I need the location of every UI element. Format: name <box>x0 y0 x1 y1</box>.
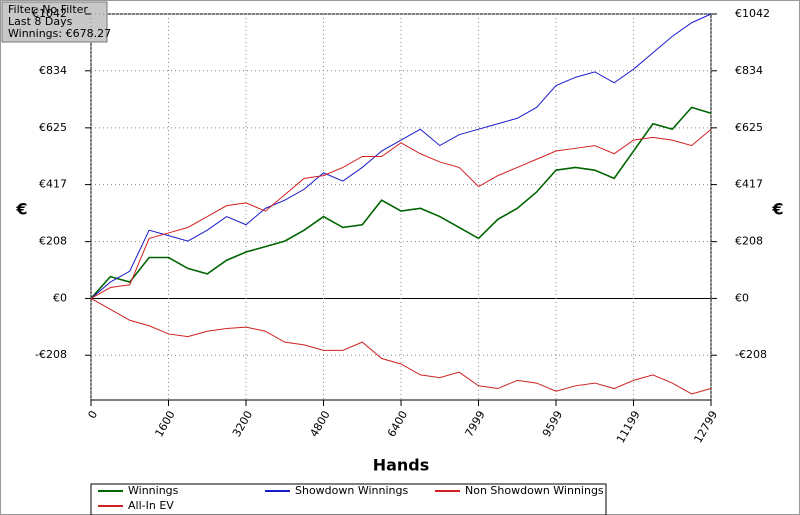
info-line: Filter: No Filter <box>8 3 88 16</box>
y-tick-label: €1042 <box>32 7 67 20</box>
y2-tick-label: €0 <box>735 291 749 304</box>
y-tick-label: €208 <box>39 235 67 248</box>
legend-label: Non Showdown Winnings <box>465 484 604 497</box>
series-line <box>90 13 712 299</box>
y-tick-label: €834 <box>39 64 67 77</box>
y2-axis-label: € <box>771 200 783 219</box>
series-line <box>90 106 712 299</box>
info-box <box>1 1 108 43</box>
info-line: Winnings: €678.27 <box>8 27 111 40</box>
y2-tick-label: €208 <box>735 235 763 248</box>
series-line <box>90 298 712 395</box>
legend-box <box>90 483 607 515</box>
y2-tick-label: €834 <box>735 64 763 77</box>
y2-tick-label: €417 <box>735 178 763 191</box>
legend-label: All-In EV <box>128 499 174 512</box>
y2-tick-label: €625 <box>735 121 763 134</box>
series-line <box>90 128 712 299</box>
y2-tick-label: €1042 <box>735 7 770 20</box>
y-tick-label: €417 <box>39 178 67 191</box>
y-axis-label: € <box>15 200 27 219</box>
y-tick-label: €0 <box>53 291 67 304</box>
info-line: Last 8 Days <box>8 15 73 28</box>
legend-label: Winnings <box>128 484 179 497</box>
y-tick-label: -€208 <box>35 348 67 361</box>
y2-tick-label: -€208 <box>735 348 767 361</box>
x-axis-label: Hands <box>373 456 430 475</box>
y-tick-label: €625 <box>39 121 67 134</box>
legend-label: Showdown Winnings <box>295 484 409 497</box>
